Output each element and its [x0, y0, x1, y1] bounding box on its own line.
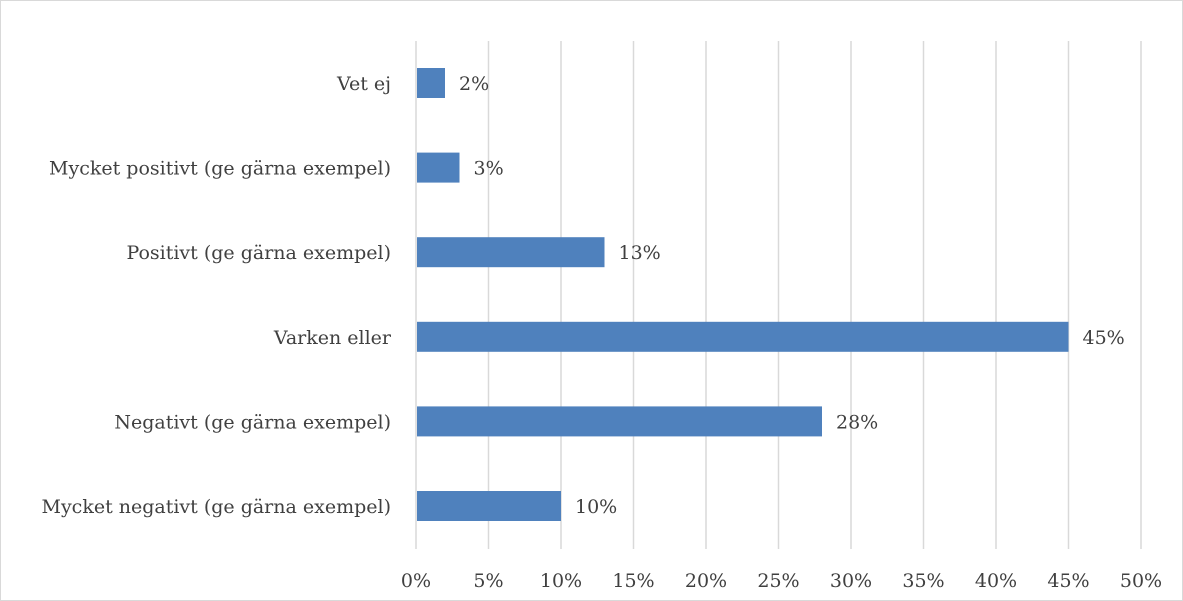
data-label: 28% — [836, 411, 878, 433]
category-label: Mycket negativt (ge gärna exempel) — [41, 496, 391, 518]
category-label: Positivt (ge gärna exempel) — [126, 242, 391, 264]
bar — [417, 491, 561, 521]
bar — [417, 152, 460, 183]
labels: 0% 5% 10% 15% 20% 25% 30% 35% 40% 45% 50% Vet ej 2% M… — [41, 73, 1162, 592]
bars — [417, 68, 1069, 521]
x-tick-label: 25% — [757, 570, 799, 592]
x-tick-label: 10% — [540, 570, 582, 592]
gridlines — [415, 41, 1142, 549]
x-tick-label: 40% — [975, 570, 1017, 592]
bar — [417, 321, 1069, 352]
data-label: 10% — [575, 496, 617, 518]
category-label: Vet ej — [336, 73, 391, 95]
data-label: 13% — [619, 242, 661, 264]
x-tick-label: 0% — [401, 570, 431, 592]
category-label: Negativt (ge gärna exempel) — [114, 411, 391, 433]
x-tick-label: 45% — [1047, 570, 1089, 592]
x-tick-label: 35% — [902, 570, 944, 592]
category-label: Mycket positivt (ge gärna exempel) — [49, 158, 391, 180]
bar — [417, 406, 822, 437]
x-tick-label: 5% — [473, 570, 503, 592]
data-label: 2% — [459, 73, 489, 95]
x-tick-label: 20% — [685, 570, 727, 592]
x-tick-label: 30% — [830, 570, 872, 592]
data-label: 3% — [474, 158, 504, 180]
bar — [417, 68, 445, 98]
data-label: 45% — [1083, 327, 1125, 349]
category-label: Varken eller — [273, 327, 392, 349]
x-tick-label: 15% — [612, 570, 654, 592]
bar — [417, 237, 605, 268]
x-tick-label: 50% — [1120, 570, 1162, 592]
